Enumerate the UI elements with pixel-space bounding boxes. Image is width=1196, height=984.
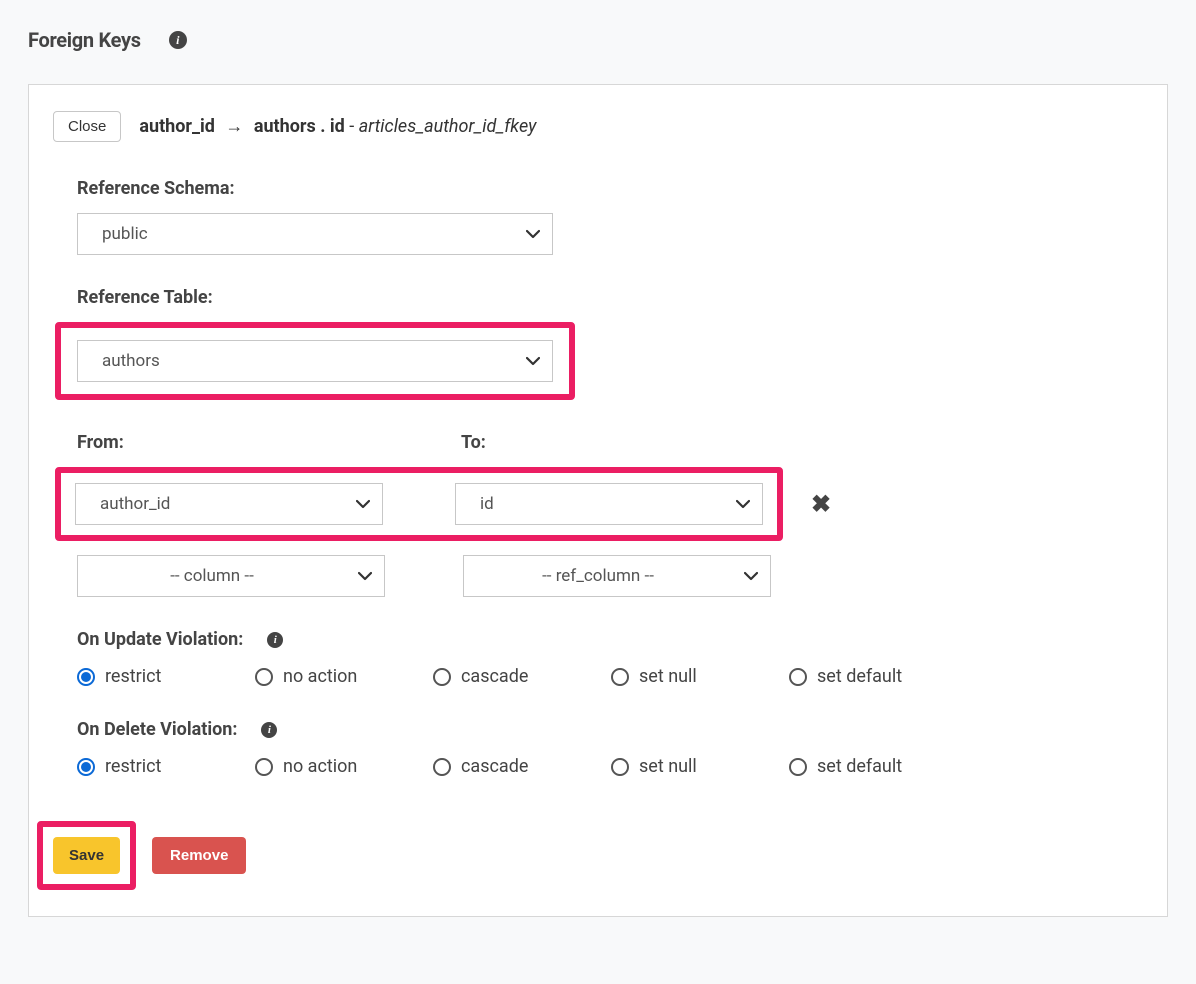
on-update-options: restrict no action cascade set null set …	[77, 666, 1143, 687]
column-mapping-group: From: To: author_id id	[77, 432, 1143, 597]
radio-label: restrict	[105, 756, 161, 777]
mapping-row-1: author_id id ✖	[77, 467, 1143, 541]
info-icon[interactable]: i	[169, 31, 187, 49]
ref-schema-group: Reference Schema: public	[77, 178, 1143, 255]
radio-icon	[611, 668, 629, 686]
radio-icon	[255, 758, 273, 776]
form-body: Reference Schema: public Reference Table…	[53, 178, 1143, 777]
ref-schema-label: Reference Schema:	[77, 178, 1143, 199]
save-highlight: Save	[37, 821, 136, 890]
radio-restrict[interactable]: restrict	[77, 756, 255, 777]
ref-table-group: Reference Table: authors	[77, 287, 1143, 400]
radio-icon	[77, 668, 95, 686]
radio-icon	[789, 668, 807, 686]
radio-label: cascade	[461, 756, 528, 777]
fk-dot: .	[316, 116, 330, 137]
radio-label: no action	[283, 666, 357, 687]
to-column-value: id	[456, 484, 762, 524]
chevron-down-icon	[356, 497, 370, 511]
to-column-select[interactable]: id	[455, 483, 763, 525]
chevron-down-icon	[744, 569, 758, 583]
chevron-down-icon	[526, 354, 540, 368]
radio-icon	[611, 758, 629, 776]
radio-no-action[interactable]: no action	[255, 756, 433, 777]
on-delete-group: On Delete Violation: i restrict no actio…	[77, 719, 1143, 777]
fk-to-col: id	[330, 116, 345, 137]
fk-to-table: authors	[254, 116, 316, 137]
radio-label: set null	[639, 666, 697, 687]
fk-sep: -	[349, 116, 358, 137]
radio-label: no action	[283, 756, 357, 777]
chevron-down-icon	[358, 569, 372, 583]
to-placeholder-value: -- ref_column --	[464, 556, 770, 596]
info-icon[interactable]: i	[261, 722, 277, 738]
mapping-labels: From: To:	[77, 432, 1143, 453]
panel-header: Close author_id → authors . id - article…	[53, 111, 1143, 142]
actions-row: Save Remove	[53, 821, 1143, 890]
from-column-select[interactable]: author_id	[75, 483, 383, 525]
from-placeholder-value: -- column --	[78, 556, 384, 596]
remove-mapping-icon[interactable]: ✖	[811, 490, 831, 518]
section-header: Foreign Keys i	[28, 28, 1168, 52]
radio-icon	[255, 668, 273, 686]
from-column-value: author_id	[76, 484, 382, 524]
radio-label: set null	[639, 756, 697, 777]
radio-restrict[interactable]: restrict	[77, 666, 255, 687]
radio-icon	[789, 758, 807, 776]
fk-summary: author_id → authors . id - articles_auth…	[139, 116, 536, 137]
on-delete-label: On Delete Violation:	[77, 719, 237, 740]
ref-table-label: Reference Table:	[77, 287, 1143, 308]
to-column-placeholder-select[interactable]: -- ref_column --	[463, 555, 771, 597]
mapping-row-placeholder: -- column -- -- ref_column --	[77, 555, 1143, 597]
radio-icon	[77, 758, 95, 776]
arrow-icon: →	[225, 116, 243, 137]
remove-button[interactable]: Remove	[152, 837, 246, 874]
fk-constraint-name: articles_author_id_fkey	[359, 116, 537, 137]
radio-set-null[interactable]: set null	[611, 756, 789, 777]
fk-from-col: author_id	[139, 116, 215, 137]
ref-schema-select[interactable]: public	[77, 213, 553, 255]
mapping-highlight: author_id id	[55, 467, 783, 541]
on-delete-header: On Delete Violation: i	[77, 719, 1143, 740]
from-label: From:	[77, 432, 461, 453]
radio-label: set default	[817, 666, 902, 687]
radio-label: restrict	[105, 666, 161, 687]
save-button[interactable]: Save	[53, 837, 120, 874]
radio-set-default[interactable]: set default	[789, 756, 967, 777]
radio-set-null[interactable]: set null	[611, 666, 789, 687]
on-update-label: On Update Violation:	[77, 629, 243, 650]
radio-no-action[interactable]: no action	[255, 666, 433, 687]
ref-schema-value: public	[78, 214, 552, 254]
to-label: To:	[461, 432, 845, 453]
on-delete-options: restrict no action cascade set null set …	[77, 756, 1143, 777]
radio-set-default[interactable]: set default	[789, 666, 967, 687]
radio-label: set default	[817, 756, 902, 777]
section-title: Foreign Keys	[28, 28, 141, 52]
radio-cascade[interactable]: cascade	[433, 756, 611, 777]
fk-panel: Close author_id → authors . id - article…	[28, 84, 1168, 917]
chevron-down-icon	[736, 497, 750, 511]
radio-cascade[interactable]: cascade	[433, 666, 611, 687]
ref-table-select[interactable]: authors	[77, 340, 553, 382]
ref-table-value: authors	[78, 341, 552, 381]
radio-icon	[433, 668, 451, 686]
on-update-group: On Update Violation: i restrict no actio…	[77, 629, 1143, 687]
from-column-placeholder-select[interactable]: -- column --	[77, 555, 385, 597]
on-update-header: On Update Violation: i	[77, 629, 1143, 650]
ref-table-highlight: authors	[55, 322, 575, 400]
radio-icon	[433, 758, 451, 776]
radio-label: cascade	[461, 666, 528, 687]
info-icon[interactable]: i	[267, 632, 283, 648]
close-button[interactable]: Close	[53, 111, 121, 142]
chevron-down-icon	[526, 227, 540, 241]
